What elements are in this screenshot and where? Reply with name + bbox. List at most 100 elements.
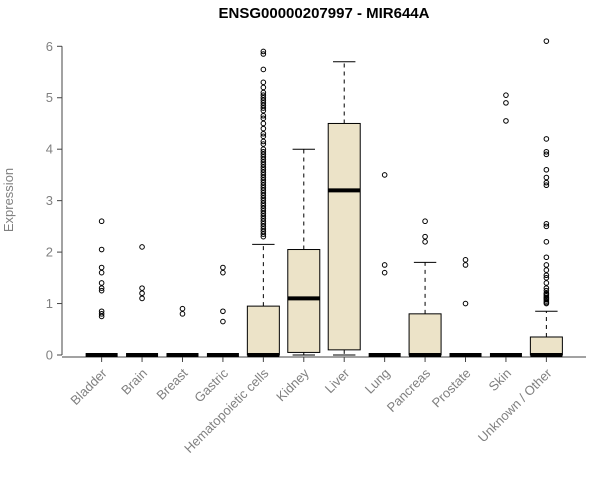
outlier-point	[260, 172, 267, 178]
outlier-point	[260, 226, 267, 232]
outlier-point	[260, 159, 267, 165]
y-tick-label: 4	[46, 142, 53, 157]
outlier-point	[260, 164, 267, 171]
outlier-point	[260, 84, 267, 91]
y-tick-label: 0	[46, 348, 53, 363]
chart-title: ENSG00000207997 - MIR644A	[219, 5, 430, 22]
box	[408, 313, 442, 356]
outlier-point	[260, 233, 267, 240]
outlier-point	[260, 187, 267, 194]
y-tick-label: 5	[46, 90, 53, 105]
outlier-point	[260, 190, 267, 196]
outlier-point	[260, 89, 267, 96]
outlier-point	[260, 115, 267, 122]
outlier-point	[260, 197, 267, 204]
outlier-point	[260, 166, 267, 173]
y-tick-label: 2	[46, 245, 53, 260]
outlier-point	[543, 223, 550, 230]
outlier-point	[543, 166, 550, 173]
outlier-point	[422, 239, 428, 245]
outlier-point	[260, 220, 267, 227]
outlier-point	[543, 275, 550, 281]
outlier-point	[503, 118, 509, 124]
outlier-point	[98, 313, 105, 320]
outlier-point	[260, 200, 267, 207]
outlier-point	[260, 179, 267, 186]
outlier-point	[260, 66, 267, 73]
outlier-point	[260, 202, 267, 209]
y-tick-label: 1	[46, 296, 53, 311]
outlier-point	[260, 195, 267, 201]
outlier-point	[260, 208, 267, 214]
outlier-point	[98, 287, 105, 294]
outlier-point	[381, 269, 388, 276]
outlier-point	[98, 246, 105, 253]
outlier-point	[98, 285, 105, 291]
outlier-point	[139, 244, 145, 250]
outlier-point	[220, 318, 226, 325]
outlier-point	[260, 169, 267, 176]
outlier-point	[260, 205, 267, 212]
outlier-point	[543, 290, 550, 297]
category-label: Breast	[153, 365, 190, 402]
outlier-point	[260, 107, 267, 114]
y-axis-label: Expression	[1, 168, 16, 232]
outlier-point	[260, 79, 267, 86]
outlier-point	[260, 112, 267, 119]
outlier-point	[260, 130, 267, 137]
outlier-point	[98, 311, 105, 317]
outlier-point	[503, 92, 509, 98]
outlier-point	[381, 172, 388, 178]
outlier-point	[179, 305, 186, 312]
outlier-point	[260, 105, 267, 111]
category-label: Prostate	[429, 366, 474, 411]
outlier-point	[139, 285, 145, 291]
outlier-point	[220, 269, 226, 276]
outlier-point	[543, 179, 550, 186]
outlier-point	[260, 231, 267, 237]
outlier-point	[98, 280, 105, 286]
outlier-point	[260, 125, 267, 132]
outlier-point	[260, 92, 267, 98]
outlier-point	[260, 210, 267, 217]
outlier-point	[260, 48, 267, 55]
outlier-point	[260, 228, 267, 235]
outlier-point	[139, 295, 145, 302]
outlier-point	[543, 280, 550, 286]
category-label: Brain	[118, 366, 150, 398]
y-tick-label: 3	[46, 193, 53, 208]
box	[327, 122, 361, 351]
outlier-point	[260, 215, 267, 222]
category-label: Liver	[322, 365, 353, 396]
outlier-point	[543, 239, 550, 245]
box	[287, 249, 321, 353]
outlier-point	[260, 94, 267, 101]
outlier-point	[543, 174, 550, 181]
category-label: Gastric	[191, 365, 231, 405]
outlier-point	[543, 287, 550, 294]
category-label: Pancreas	[384, 365, 434, 415]
outlier-point	[260, 161, 267, 168]
outlier-point	[543, 136, 550, 142]
outlier-point	[543, 267, 550, 273]
category-label: Unknown / Other	[475, 365, 555, 445]
outlier-point	[543, 262, 550, 268]
outlier-point	[98, 264, 105, 271]
outlier-point	[260, 141, 267, 147]
outlier-point	[260, 51, 267, 57]
outlier-point	[260, 218, 267, 225]
outlier-point	[260, 148, 267, 155]
outlier-point	[260, 146, 267, 152]
outlier-point	[462, 257, 469, 263]
outlier-point	[260, 138, 267, 145]
outlier-point	[543, 151, 550, 158]
category-label: Lung	[362, 366, 393, 397]
outlier-point	[260, 182, 267, 189]
outlier-point	[260, 192, 267, 199]
outlier-point	[260, 174, 267, 181]
outlier-point	[260, 223, 267, 230]
outlier-point	[503, 100, 509, 106]
